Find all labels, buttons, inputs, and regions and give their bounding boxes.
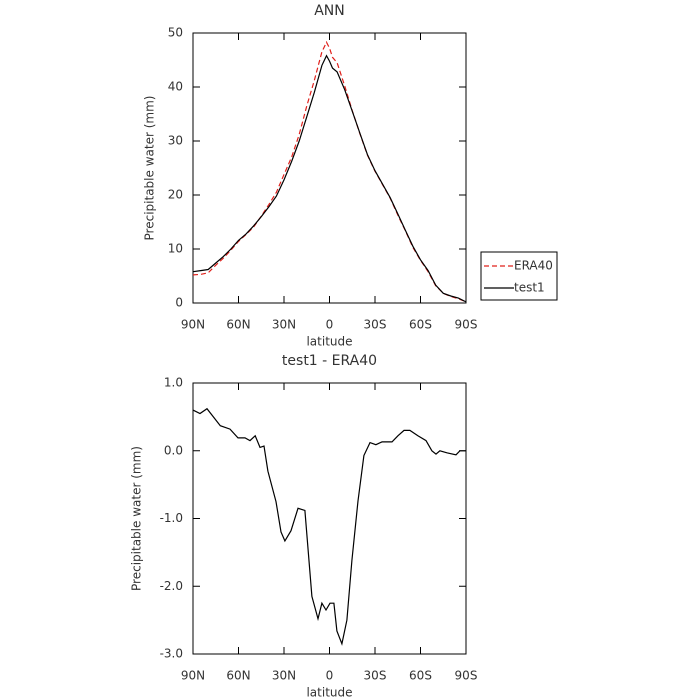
y-tick-label: 30 [168, 134, 183, 148]
x-axis-label: latitude [306, 335, 352, 349]
x-tick-label: 30S [364, 318, 387, 332]
x-tick-label: 60S [409, 669, 432, 683]
chart-title: ANN [314, 3, 345, 19]
x-tick-label: 90S [455, 669, 478, 683]
legend-box [480, 251, 558, 301]
y-tick-label: -1.0 [160, 511, 183, 525]
x-tick-label: 30N [272, 669, 296, 683]
data-line [192, 40, 467, 303]
data-line [192, 407, 466, 646]
plot-frame [192, 32, 467, 304]
y-tick-label: 0.0 [164, 443, 183, 457]
x-tick-label: 60N [226, 318, 250, 332]
x-axis-label: latitude [306, 686, 352, 700]
x-tick-label: 30S [364, 669, 387, 683]
y-tick-label: 1.0 [164, 376, 183, 390]
x-tick-label: 0 [326, 669, 334, 683]
y-tick-label: 50 [168, 26, 183, 40]
y-tick-label: 40 [168, 80, 183, 94]
x-tick-label: 90S [455, 318, 478, 332]
y-tick-label: 10 [168, 242, 183, 256]
x-tick-label: 0 [326, 318, 334, 332]
x-tick-label: 30N [272, 318, 296, 332]
x-tick-label: 90N [181, 318, 205, 332]
y-tick-label: -3.0 [160, 647, 183, 661]
y-tick-label: -2.0 [160, 579, 183, 593]
y-axis-label: Precipitable water (mm) [130, 446, 144, 591]
legend-label: test1 [514, 281, 545, 295]
chart-title: test1 - ERA40 [282, 353, 377, 369]
y-tick-label: 0 [175, 296, 183, 310]
y-axis-label: Precipitable water (mm) [143, 96, 157, 241]
x-tick-label: 60N [226, 669, 250, 683]
y-tick-label: 20 [168, 188, 183, 202]
x-tick-label: 60S [409, 318, 432, 332]
x-tick-label: 90N [181, 669, 205, 683]
legend-label: ERA40 [514, 259, 553, 273]
plot-frame [192, 382, 467, 655]
data-line [192, 54, 467, 303]
